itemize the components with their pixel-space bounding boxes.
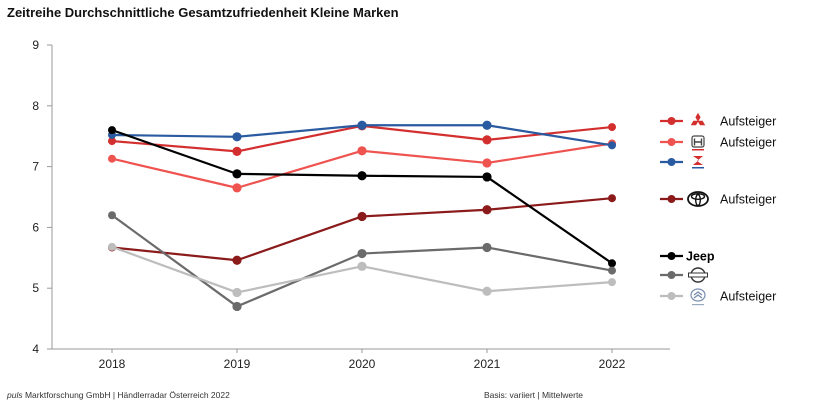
data-point: [357, 261, 367, 271]
legend-marker: [667, 271, 676, 279]
x-tick-label: 2020: [349, 357, 376, 371]
legend-entry: Aufsteiger: [660, 135, 776, 151]
toyota-logo-icon: [687, 191, 709, 207]
data-point: [232, 255, 242, 265]
legend-marker: [667, 158, 676, 166]
data-point: [357, 146, 367, 156]
data-point: [357, 171, 367, 181]
legend-entry: [660, 267, 708, 283]
data-point: [108, 211, 116, 220]
series-jeep: [108, 126, 616, 268]
honda-logo-icon: [691, 135, 705, 151]
y-tick-label: 8: [32, 99, 39, 113]
data-point: [482, 135, 492, 145]
data-point: [608, 141, 616, 150]
series-citroen: [108, 242, 616, 298]
x-tick-label: 2022: [599, 357, 626, 371]
y-tick-label: 7: [32, 160, 39, 174]
legend-label: Aufsteiger: [720, 193, 776, 207]
data-point: [608, 123, 616, 132]
data-point: [608, 259, 616, 268]
legend-marker: [667, 252, 676, 260]
data-point: [482, 120, 492, 130]
footer-source-rest: Marktforschung GmbH | Händlerradar Öster…: [23, 390, 231, 400]
legend-entry: Aufsteiger: [660, 288, 776, 306]
footer-source-brand: puls: [6, 390, 23, 400]
data-point: [108, 242, 116, 251]
data-point: [608, 194, 616, 203]
data-point: [482, 242, 492, 253]
series-nissan: [108, 211, 616, 312]
series-lines: [108, 120, 616, 312]
data-point: [232, 132, 242, 142]
data-point: [357, 211, 367, 222]
legend: Aufsteiger Aufsteiger Aufsteiger Jeep Aufste…: [660, 112, 776, 306]
legend-marker: [667, 138, 676, 146]
x-tick-label: 2018: [99, 357, 126, 371]
data-point: [232, 301, 242, 312]
mitsubishi-logo-icon: [690, 112, 706, 126]
nissan-logo-icon: [688, 267, 708, 283]
legend-entry: Aufsteiger: [660, 112, 776, 129]
data-point: [108, 154, 116, 163]
legend-marker: [667, 117, 676, 125]
legend-entry: Jeep: [660, 250, 715, 264]
axes: 4 5 6 7 8 9 2018 2019 2020 2021 2022: [32, 38, 670, 371]
data-point: [608, 278, 616, 287]
jeep-logo-icon: Jeep: [686, 250, 715, 264]
y-tick-label: 9: [32, 38, 39, 52]
legend-entry: [660, 156, 704, 169]
citroen-logo-icon: [690, 288, 706, 306]
data-point: [232, 287, 242, 298]
data-point: [482, 205, 492, 215]
data-point: [232, 146, 242, 156]
chart-title: Zeitreihe Durchschnittliche Gesamtzufrie…: [7, 5, 399, 20]
x-tick-label: 2019: [224, 357, 251, 371]
series-line: [111, 214, 613, 308]
data-point: [482, 172, 492, 182]
data-point: [108, 137, 116, 146]
y-tick-label: 4: [32, 342, 39, 356]
data-point: [108, 126, 116, 135]
data-point: [357, 248, 367, 259]
legend-marker: [667, 195, 676, 203]
footer-source: puls Marktforschung GmbH | Händlerradar …: [6, 390, 230, 400]
data-point: [482, 286, 492, 296]
data-point: [482, 158, 492, 168]
suzuki-logo-icon: [692, 156, 704, 169]
data-point: [357, 120, 367, 130]
legend-marker: [667, 292, 676, 300]
y-tick-label: 5: [32, 281, 39, 295]
data-point: [232, 169, 242, 179]
y-tick-label: 6: [32, 220, 39, 234]
legend-label: Aufsteiger: [720, 290, 776, 304]
data-point: [608, 266, 616, 275]
footer-basis: Basis: variiert | Mittelwerte: [484, 390, 583, 400]
x-tick-label: 2021: [474, 357, 501, 371]
legend-label: Aufsteiger: [720, 115, 776, 129]
data-point: [232, 183, 242, 193]
legend-label: Aufsteiger: [720, 136, 776, 150]
legend-entry: Aufsteiger: [660, 191, 776, 207]
